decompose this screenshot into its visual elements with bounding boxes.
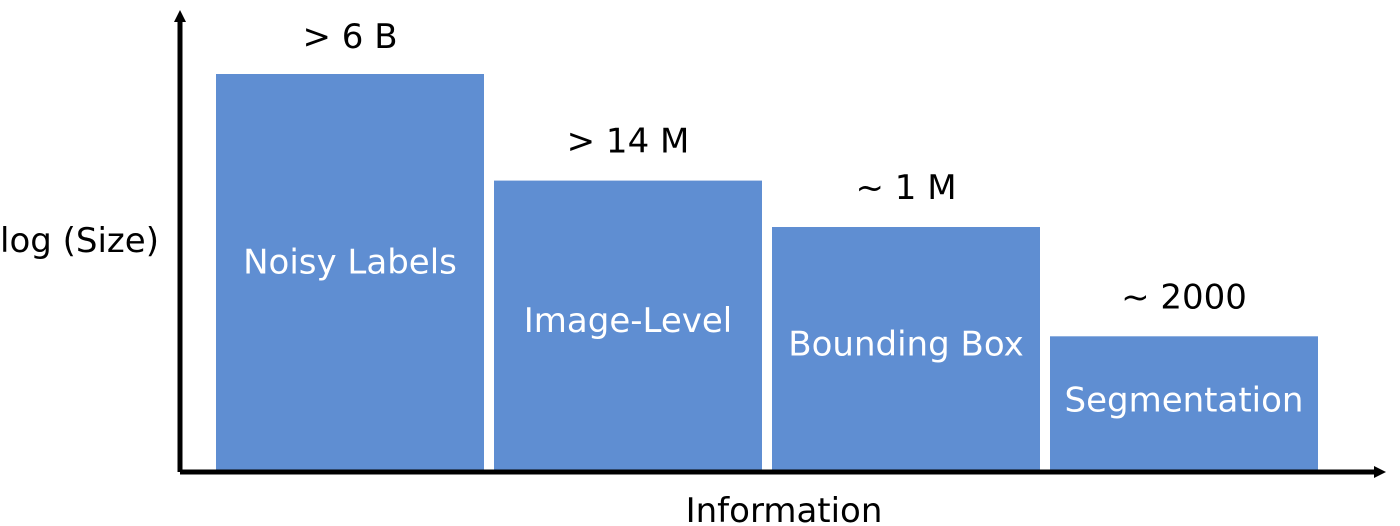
bar-label-2: Image-Level xyxy=(524,301,733,341)
y-axis-label: log (Size) xyxy=(0,221,159,261)
value-labels-group: > 6 B > 14 M ~ 1 M ~ 2000 xyxy=(302,17,1246,317)
value-label-3: ~ 1 M xyxy=(855,168,956,208)
value-label-4: ~ 2000 xyxy=(1121,277,1247,317)
bar-1 xyxy=(216,74,484,470)
bar-2 xyxy=(494,180,762,470)
bar-labels-group: Noisy Labels Image-Level Bounding Box Segme… xyxy=(243,243,1303,421)
bar-4 xyxy=(1050,336,1318,470)
bar-label-4: Segmentation xyxy=(1065,380,1304,420)
value-label-1: > 6 B xyxy=(302,17,397,57)
bar-label-3: Bounding Box xyxy=(788,325,1023,365)
bar-label-1: Noisy Labels xyxy=(243,243,457,283)
value-label-2: > 14 M xyxy=(567,122,690,162)
x-axis-label: Information xyxy=(686,491,883,526)
bars-group xyxy=(216,74,1318,470)
bar-3 xyxy=(772,227,1040,470)
